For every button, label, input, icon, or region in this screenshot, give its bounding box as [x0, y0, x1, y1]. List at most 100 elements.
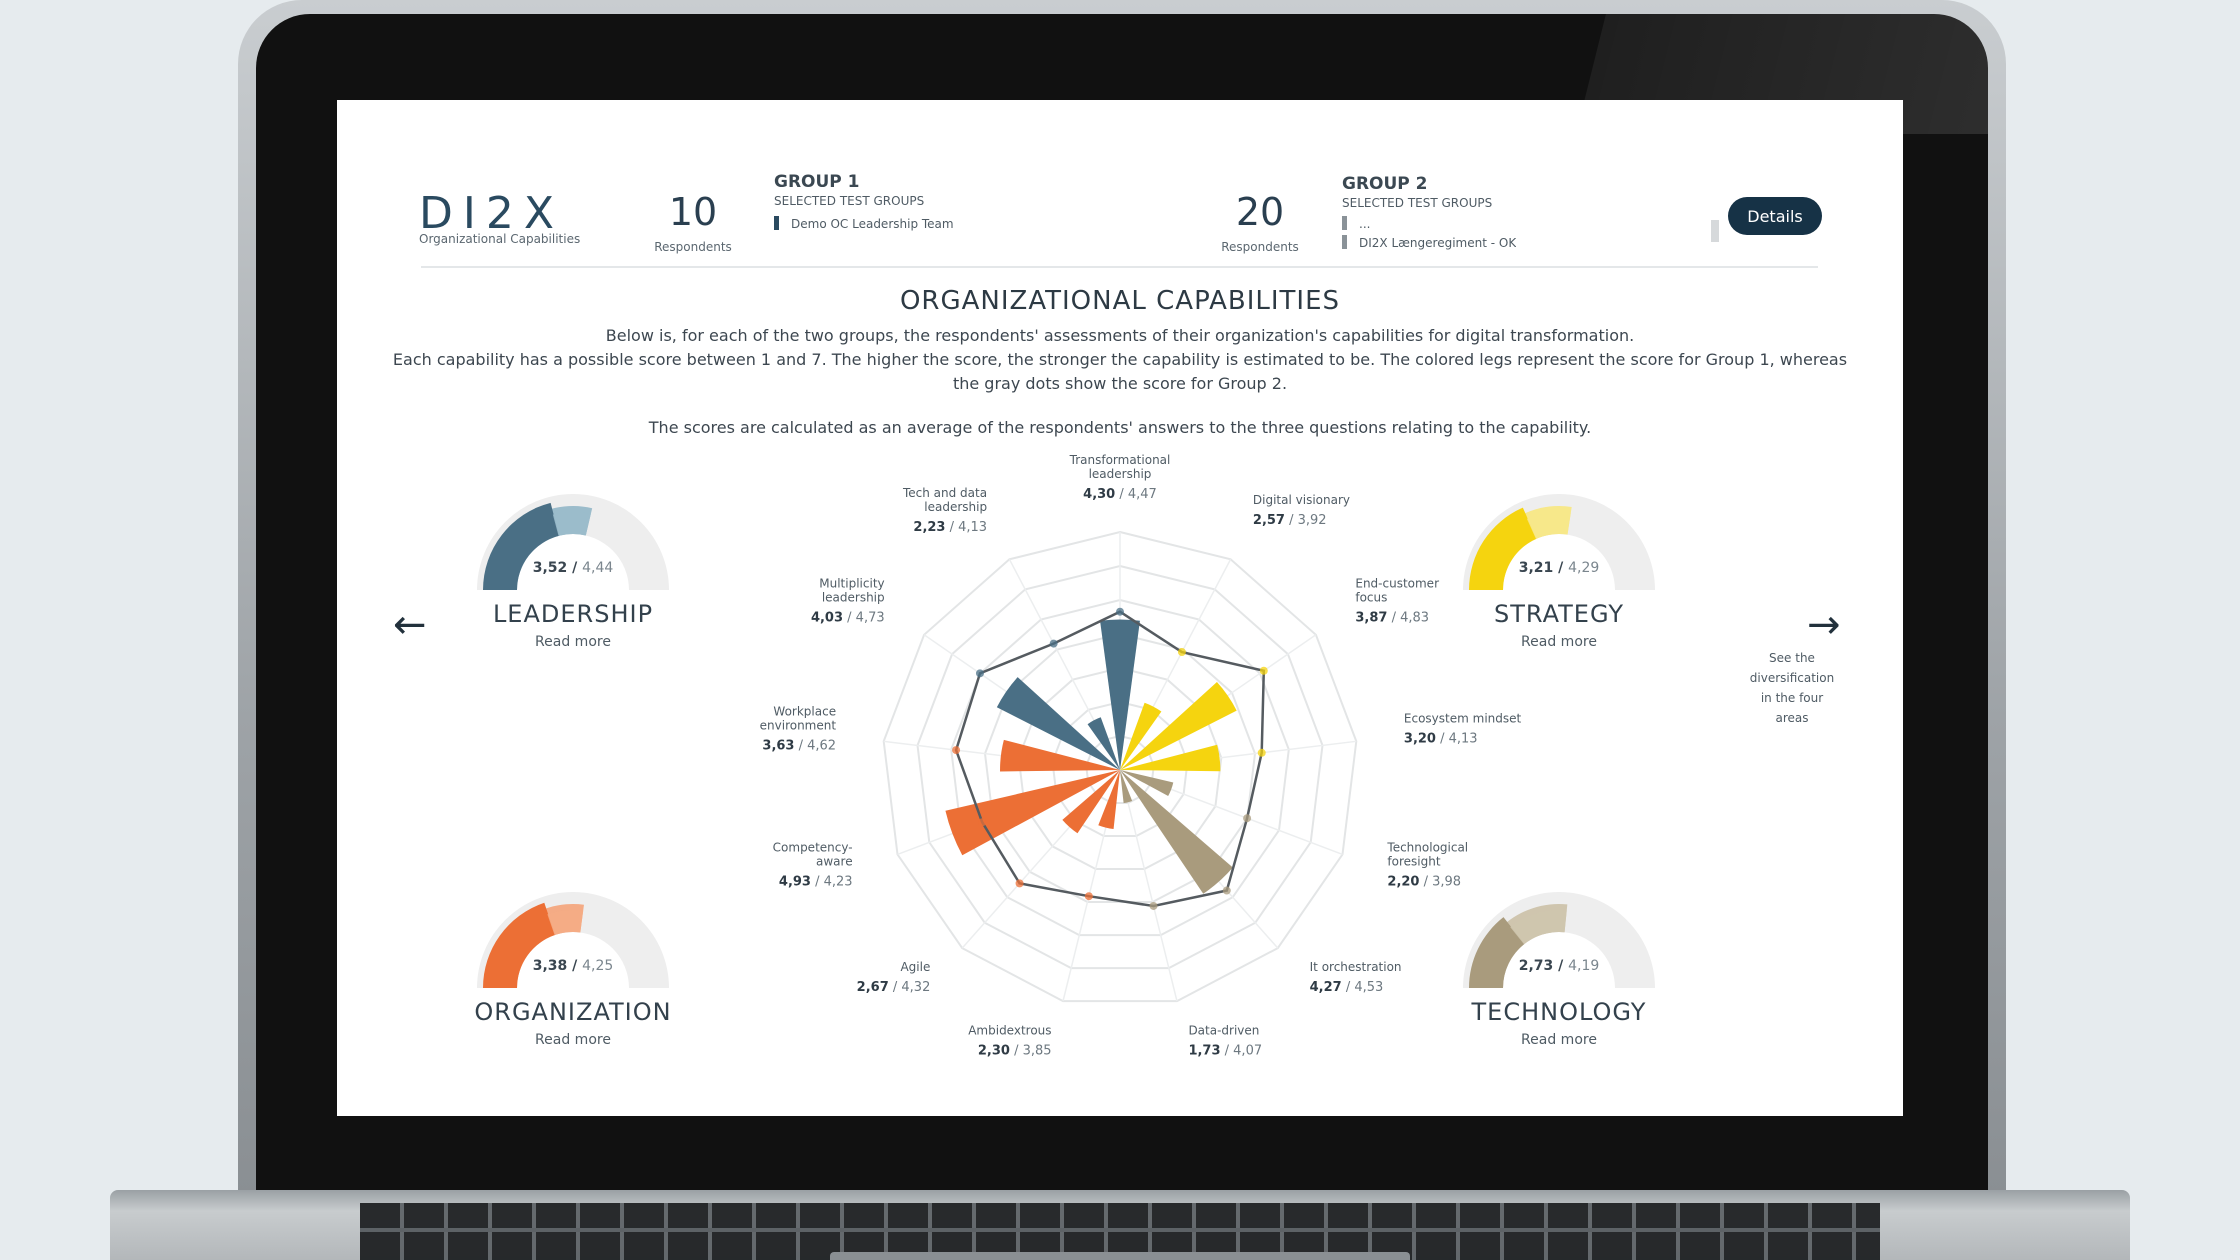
group2-respondent-count: 20	[1235, 190, 1285, 234]
group-color-marker	[1342, 216, 1347, 230]
capability-label: Agile 2,67 / 4,32	[857, 960, 931, 995]
radar-group2-dot	[1149, 901, 1158, 910]
radar-bar-group1	[1120, 770, 1133, 804]
group-color-marker	[1342, 235, 1347, 249]
leadership-gauge-score: 3,52 / 4,44	[532, 560, 614, 576]
group1-item: Demo OC Leadership Team	[774, 216, 954, 231]
side-note-line: See the	[1769, 651, 1815, 665]
group1-respondent-label: Respondents	[654, 240, 732, 254]
brand-subtitle: Organizational Capabilities	[419, 232, 581, 246]
radar-bar-group1	[1087, 717, 1120, 770]
leadership-read-more[interactable]: Read more	[535, 634, 611, 650]
radar-bar-group1	[1098, 770, 1120, 829]
capability-name: leadership	[822, 591, 885, 605]
leadership-title: LEADERSHIP	[492, 600, 654, 628]
radar-bar-group1	[945, 770, 1120, 856]
radar-bar-group1	[1120, 770, 1233, 894]
capability-score: 2,20 / 3,98	[1387, 874, 1461, 889]
area-card-strategy[interactable]: 3,21 / 4,29 STRATEGY Read more	[1459, 486, 1689, 650]
side-note: See the diversification in the four area…	[1742, 648, 1842, 728]
radar-grid-ring	[916, 564, 1324, 970]
arrow-right-icon[interactable]: →	[1807, 602, 1841, 648]
side-note-line: areas	[1775, 711, 1809, 725]
capability-score: 3,20 / 4,13	[1404, 732, 1478, 747]
technology-read-more[interactable]: Read more	[1521, 1032, 1597, 1048]
side-note-line: in the four	[1760, 691, 1824, 705]
gauge-group1-arc	[483, 902, 556, 988]
capability-name: leadership	[924, 500, 987, 514]
strategy-gauge-score: 3,21 / 4,29	[1518, 560, 1600, 576]
description-note: The scores are calculated as an average …	[648, 418, 1592, 437]
strategy-title: STRATEGY	[1493, 600, 1625, 628]
capability-name: leadership	[1089, 467, 1152, 481]
radar-bar-group1	[1120, 682, 1237, 770]
capability-name: Workplace	[773, 705, 836, 719]
group2-scrollbar[interactable]	[1711, 220, 1719, 242]
strategy-gauge	[1463, 494, 1655, 590]
capability-name: Ambidextrous	[968, 1024, 1051, 1038]
arrow-left-icon[interactable]: ←	[393, 602, 427, 648]
side-note-line: diversification	[1749, 671, 1835, 685]
capability-score: 2,23 / 4,13	[913, 520, 987, 535]
radar-group2-dot	[1259, 666, 1268, 675]
organization-gauge-score: 3,38 / 4,25	[532, 958, 614, 974]
group2-item: ...	[1342, 216, 1516, 231]
capability-label: Competency-aware 4,93 / 4,23	[773, 840, 853, 889]
technology-gauge-score: 2,73 / 4,19	[1518, 958, 1600, 974]
radar-bar-group1	[1120, 744, 1221, 772]
area-card-organization[interactable]: 3,38 / 4,25 ORGANIZATION Read more	[473, 884, 703, 1048]
keyboard-row-gap	[360, 1228, 1880, 1232]
radar-bar-group1	[1120, 770, 1174, 797]
radar-group2-dot	[1015, 879, 1024, 888]
capability-name: Digital visionary	[1253, 493, 1350, 507]
radar-bar-group1	[1000, 739, 1120, 772]
radar-spoke	[1119, 769, 1178, 1002]
radar-group2-dot	[1116, 607, 1124, 616]
capability-name: Competency-	[773, 840, 853, 854]
group2-panel[interactable]: GROUP 2 SELECTED TEST GROUPS ... DI2X Læ…	[1342, 174, 1516, 256]
technology-title: TECHNOLOGY	[1471, 998, 1647, 1026]
organization-read-more[interactable]: Read more	[535, 1032, 611, 1048]
page-title: ORGANIZATIONAL CAPABILITIES	[899, 286, 1341, 316]
organization-title: ORGANIZATION	[474, 998, 672, 1026]
radar-bar-group1	[1100, 619, 1140, 770]
description-line: Each capability has a possible score bet…	[392, 350, 1848, 369]
capability-score: 2,67 / 4,32	[857, 980, 931, 995]
radar-group2-dot	[1257, 748, 1266, 757]
capability-name: Tech and data	[902, 486, 987, 500]
gauge-group1-arc	[1469, 917, 1525, 988]
capability-score: 2,57 / 3,92	[1253, 513, 1327, 528]
capability-name: Agile	[900, 960, 930, 974]
radar-bar-group1	[996, 677, 1120, 770]
radar-group2-dot	[1177, 648, 1186, 657]
details-button[interactable]: Details	[1728, 197, 1822, 235]
capability-score: 3,63 / 4,62	[762, 739, 836, 754]
capability-score: 2,30 / 3,85	[978, 1044, 1052, 1059]
group-color-marker	[774, 216, 779, 230]
capability-label: Ecosystem mindset 3,20 / 4,13	[1404, 712, 1522, 747]
area-card-leadership[interactable]: 3,52 / 4,44 LEADERSHIP Read more	[473, 486, 703, 650]
strategy-read-more[interactable]: Read more	[1521, 634, 1597, 650]
description-line: the gray dots show the score for Group 2…	[952, 374, 1288, 393]
capability-score: 1,73 / 4,07	[1188, 1044, 1262, 1059]
group2-item: DI2X Længeregiment - OK	[1342, 235, 1516, 250]
radar-group2-dot	[952, 746, 961, 755]
capability-score: 4,03 / 4,73	[811, 611, 885, 626]
radar-group2-dot	[1222, 886, 1231, 895]
capability-name: foresight	[1387, 854, 1440, 868]
radar-group2-dot	[975, 669, 984, 678]
group1-selected-label: SELECTED TEST GROUPS	[774, 194, 925, 208]
header-divider	[421, 266, 1818, 268]
capability-name: Technological	[1386, 840, 1468, 854]
gauge-overlap-arc	[547, 910, 584, 936]
capability-label: Data-driven 1,73 / 4,07	[1188, 1024, 1262, 1059]
area-card-technology[interactable]: 2,73 / 4,19 TECHNOLOGY Read more	[1459, 884, 1689, 1048]
radar-bar-group1	[1062, 770, 1120, 834]
radar-grid-ring	[882, 530, 1358, 1003]
radar-group2-dot	[1243, 814, 1252, 823]
